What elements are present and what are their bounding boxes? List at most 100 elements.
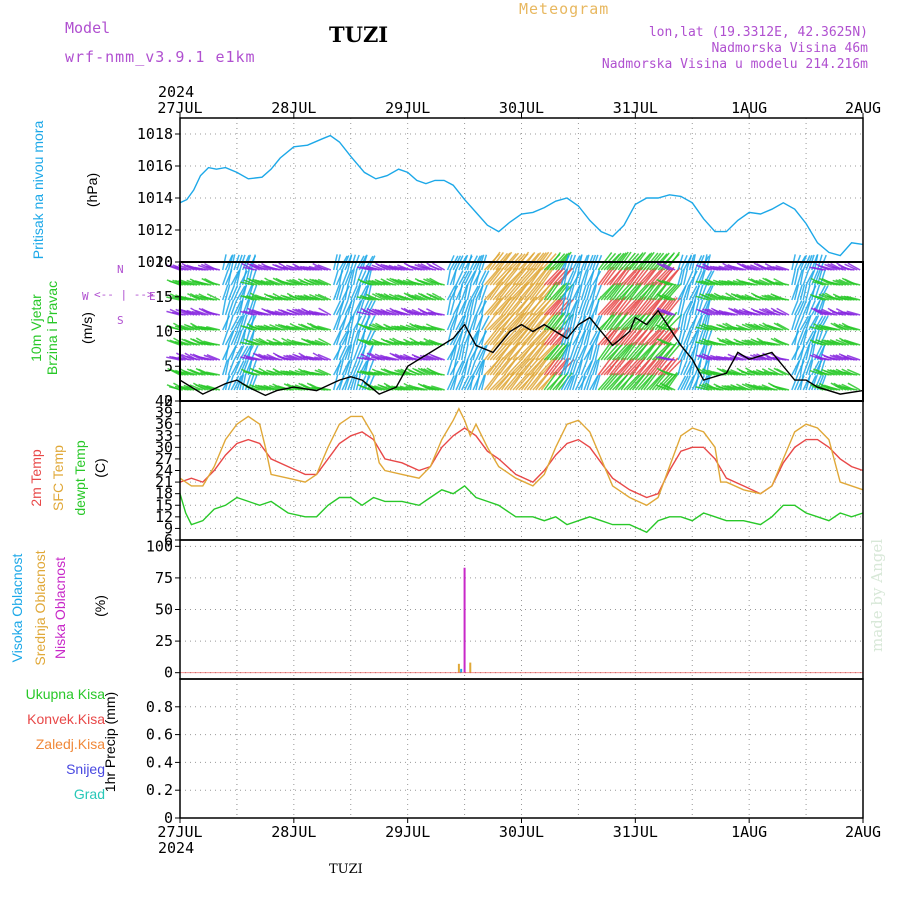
wind-barb [614,283,631,301]
wind-barb [512,358,529,376]
wind-barb [560,359,568,376]
wind-barb [230,299,238,316]
wind-barb [773,367,787,376]
wind-barb [611,296,626,316]
wind-barb [243,279,258,286]
wind-barb [546,281,561,301]
wind-barb [526,327,542,346]
wind-barb [603,311,618,331]
wind-barb [580,329,587,346]
wind-barb [495,357,511,376]
wind-barb [483,327,499,346]
wind-barb [257,264,272,271]
wind-barb [297,294,312,301]
wind-barb [466,270,476,286]
wind-barb [606,373,623,391]
wind-barb [637,297,653,316]
wind-barb [347,269,354,286]
wind-barb [416,341,431,346]
wind-barb [775,339,790,346]
wind-barb [741,323,756,331]
y-tick-label: 1016 [137,157,173,175]
wind-barb [391,309,406,316]
wind-barb [350,344,355,361]
wind-barb [535,266,550,286]
wind-barb [411,294,425,301]
wind-barb [809,326,824,331]
wind-barb [776,322,790,331]
wind-barb [688,359,694,376]
wind-barb [294,294,309,301]
wind-barb [233,359,241,376]
y-tick-label: 0 [164,664,173,682]
wind-barb [640,281,655,301]
wind-barb [236,329,243,346]
wind-barb [775,385,790,391]
wind-barb [552,357,568,376]
wind-barb [760,266,775,271]
wind-barb [279,356,294,361]
wind-barb [540,371,555,391]
wind-barb [594,344,600,361]
wind-barb [503,356,518,376]
wind-barb [724,265,738,271]
wind-barb [529,357,545,376]
wind-barb [205,341,220,346]
wind-barb [419,340,434,346]
wind-barb [658,310,673,316]
wind-barb [698,309,713,316]
wind-barb [609,266,624,286]
wind-barb [475,269,481,286]
wind-barb [732,265,747,271]
wind-barb [706,356,721,361]
y-tick-label: 0 [164,392,173,410]
x-tick-label-bot: 30JUL [499,823,544,841]
wind-barb [180,385,195,391]
wind-barb [515,281,530,301]
wind-barb [365,279,380,286]
wind-barb [589,299,595,316]
wind-barb [227,284,236,301]
wind-barb [262,371,277,376]
wind-barb [826,356,841,361]
wind-barb [555,312,571,331]
wind-barb [817,356,832,361]
wind-barb [648,281,664,301]
x-tick-label-bot: 31JUL [613,823,658,841]
wind-barb [396,386,411,391]
wind-barb [318,337,332,346]
wind-barb [820,265,835,271]
wind-barb [572,374,579,391]
wind-barb [377,264,391,271]
wind-barb [394,294,408,301]
wind-barb [377,309,391,316]
wind-barb [472,299,478,316]
wind-barb [262,341,277,346]
wind-barb [813,299,821,316]
wind-barb [413,386,428,391]
wind-barb [532,312,548,331]
wind-barb [823,369,838,376]
wind-barb [685,344,693,361]
wind-barb [503,282,520,301]
wind-barb [206,265,221,271]
wind-barb [180,324,195,331]
wind-barb [498,266,513,286]
compass-w: W [82,290,89,303]
wind-barb [509,328,526,346]
wind-barb-field [166,251,861,391]
wind-barb [574,329,581,346]
wind-barb [277,296,292,301]
wind-barb [305,266,320,271]
wind-barb [432,262,446,271]
wind-barb [629,327,644,346]
wind-barb [480,270,490,286]
wind-barb [416,356,431,361]
wind-barb [297,266,312,271]
wind-barb [475,329,481,346]
wind-barb [367,269,373,286]
x-tick-label-bot: 28JUL [271,823,316,841]
wind-barb [766,341,781,346]
wind-barb [743,281,758,286]
wind-barb [166,356,181,361]
